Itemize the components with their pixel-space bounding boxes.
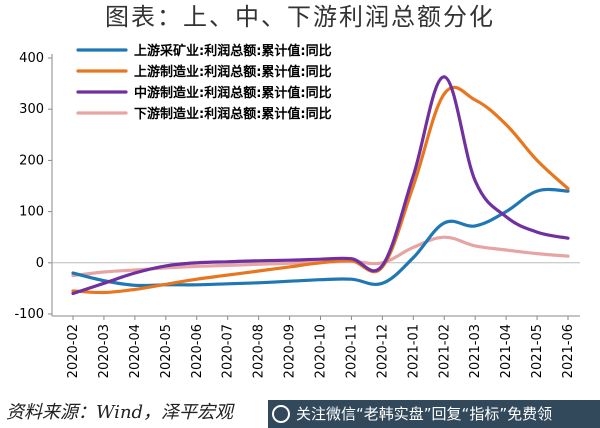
y-tick-label: 100: [19, 205, 44, 220]
chart-series: [71, 75, 570, 296]
x-tick-label: 2020-10: [314, 324, 329, 378]
chart-axes: -100 0 100 200 300 400 2020-02 2020-03 2020-04 20…: [14, 51, 580, 378]
watermark-text: 关注微信“老韩实盘”回复“指标”免费领: [296, 405, 553, 423]
x-tick-label: 2021-04: [499, 324, 514, 378]
x-tick-label: 2020-11: [344, 324, 359, 378]
x-tick-label: 2021-03: [468, 324, 483, 378]
legend-label-3: 下游制造业:利润总额:累计值:同比: [134, 106, 332, 122]
y-tick-label: 200: [19, 153, 44, 168]
x-tick-label: 2020-03: [97, 324, 112, 378]
x-tick-label: 2021-02: [437, 324, 452, 378]
y-tick-label: -100: [14, 307, 44, 322]
legend-label-1: 上游制造业:利润总额:累计值:同比: [134, 64, 332, 80]
x-tick-label: 2020-06: [190, 324, 205, 378]
watermark-logo-icon: [272, 405, 290, 423]
y-tick-label: 0: [36, 256, 44, 271]
source-note: 资料来源：Wind，泽平宏观: [6, 402, 234, 423]
x-tick-label: 2020-04: [128, 324, 143, 378]
y-tick-label: 300: [19, 102, 44, 117]
watermark-banner: [268, 400, 600, 428]
x-tick-label: 2020-07: [221, 324, 236, 378]
legend-label-0: 上游采矿业:利润总额:累计值:同比: [134, 43, 332, 59]
chart-title: 图表：上、中、下游利润总额分化: [105, 3, 495, 31]
series-line-2: [71, 75, 570, 296]
x-tick-label: 2021-05: [530, 324, 545, 378]
x-tick-label: 2020-08: [252, 324, 267, 378]
line-chart: -100 0 100 200 300 400 2020-02 2020-03 2020-04 20…: [14, 43, 580, 378]
chart-legend: 上游采矿业:利润总额:累计值:同比上游制造业:利润总额:累计值:同比中游制造业:…: [76, 43, 332, 122]
x-tick-label: 2020-09: [283, 324, 298, 378]
x-tick-label: 2020-12: [375, 324, 390, 378]
series-line-1: [71, 85, 570, 295]
x-tick-label: 2020-05: [159, 324, 174, 378]
x-tick-label: 2021-06: [561, 324, 576, 378]
x-tick-label: 2021-01: [406, 324, 421, 378]
legend-label-2: 中游制造业:利润总额:累计值:同比: [134, 85, 332, 101]
x-tick-label: 2020-02: [66, 324, 81, 378]
y-tick-label: 400: [19, 51, 44, 66]
